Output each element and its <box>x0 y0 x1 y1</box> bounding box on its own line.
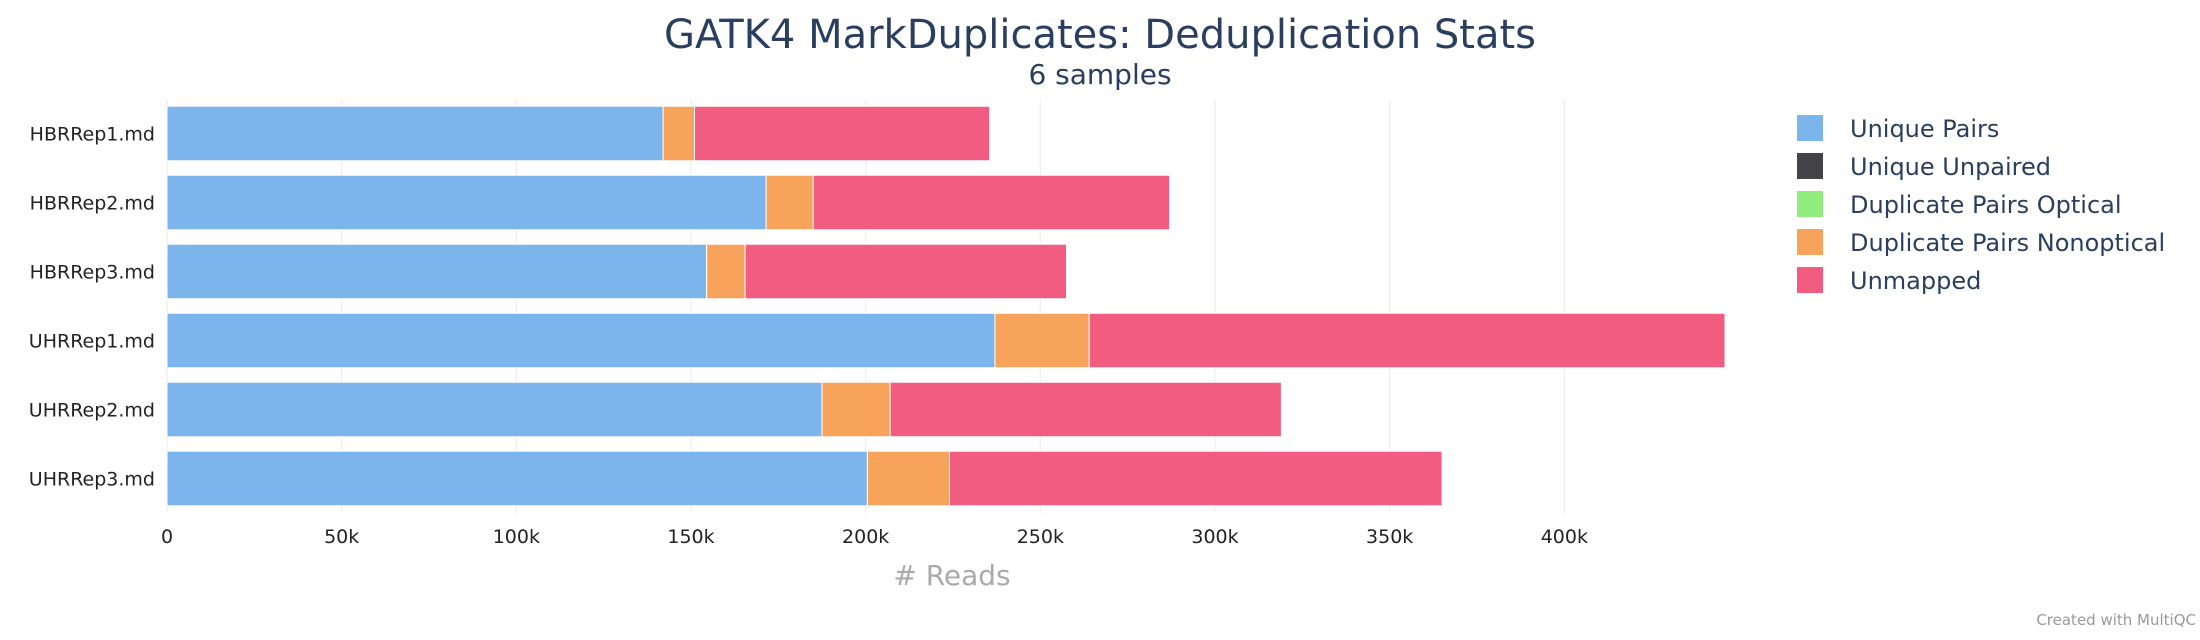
legend-label[interactable]: Duplicate Pairs Optical <box>1850 191 2122 219</box>
y-category-label: UHRRep1.md <box>29 331 155 353</box>
legend-label[interactable]: Unmapped <box>1850 267 1981 295</box>
bar-segment-unique-pairs[interactable] <box>166 105 664 162</box>
bar-segment-unmapped[interactable] <box>1088 312 1726 369</box>
bar-segment-unique-pairs[interactable] <box>166 450 868 507</box>
legend-swatch[interactable] <box>1797 267 1823 293</box>
legend-swatch[interactable] <box>1797 229 1823 255</box>
chart-subtitle: 6 samples <box>1028 58 1171 91</box>
legend-swatch[interactable] <box>1797 115 1823 141</box>
bar-segment-unmapped[interactable] <box>693 105 991 162</box>
bar-segment-unique-pairs[interactable] <box>166 381 823 438</box>
x-tick-label: 300k <box>1191 526 1238 548</box>
x-tick-label: 0 <box>161 526 173 548</box>
y-category-label: HBRRep3.md <box>30 262 155 284</box>
bar-segment-unmapped[interactable] <box>744 243 1068 300</box>
x-tick-label: 400k <box>1541 526 1588 548</box>
bar-segment-duplicate-pairs-nonoptical[interactable] <box>994 312 1090 369</box>
bar-segment-unmapped[interactable] <box>812 174 1171 231</box>
y-category-label: HBRRep1.md <box>30 124 155 146</box>
y-category-label: UHRRep2.md <box>29 400 155 422</box>
bar-segment-unique-pairs[interactable] <box>166 243 708 300</box>
x-tick-label: 150k <box>667 526 714 548</box>
bar-segment-duplicate-pairs-nonoptical[interactable] <box>662 105 695 162</box>
grid-lines <box>166 99 1565 513</box>
legend-swatch[interactable] <box>1797 153 1823 179</box>
bar-segment-unique-pairs[interactable] <box>166 312 996 369</box>
bar-segment-unique-pairs[interactable] <box>166 174 767 231</box>
legend-label[interactable]: Unique Pairs <box>1850 115 1999 143</box>
x-tick-label: 200k <box>842 526 889 548</box>
y-axis-labels: HBRRep1.md HBRRep2.md HBRRep3.md UHRRep1.md… <box>29 124 155 491</box>
y-category-label: HBRRep2.md <box>30 193 155 215</box>
y-category-label: UHRRep3.md <box>29 469 155 491</box>
legend-label[interactable]: Unique Unpaired <box>1850 153 2051 181</box>
x-tick-label: 100k <box>493 526 540 548</box>
x-axis-ticks: 0 50k 100k 150k 200k 250k 300k 350k 400k <box>161 526 1588 548</box>
x-tick-label: 250k <box>1017 526 1064 548</box>
chart-title: GATK4 MarkDuplicates: Deduplication Stat… <box>664 12 1536 58</box>
legend-swatch[interactable] <box>1797 191 1823 217</box>
x-tick-label: 50k <box>324 526 359 548</box>
x-tick-label: 350k <box>1366 526 1413 548</box>
bar-series <box>166 105 1726 507</box>
legend: Unique Pairs Unique Unpaired Duplicate Pai… <box>1797 115 2165 295</box>
bar-segment-duplicate-pairs-nonoptical[interactable] <box>765 174 814 231</box>
bar-segment-unmapped[interactable] <box>949 450 1443 507</box>
bar-segment-duplicate-pairs-nonoptical[interactable] <box>866 450 951 507</box>
bar-segment-duplicate-pairs-nonoptical[interactable] <box>706 243 746 300</box>
bar-segment-duplicate-pairs-nonoptical[interactable] <box>821 381 891 438</box>
legend-label[interactable]: Duplicate Pairs Nonoptical <box>1850 229 2165 257</box>
bar-segment-unmapped[interactable] <box>889 381 1282 438</box>
credit-text: Created with MultiQC <box>2036 611 2196 629</box>
x-axis-title: # Reads <box>893 559 1010 592</box>
